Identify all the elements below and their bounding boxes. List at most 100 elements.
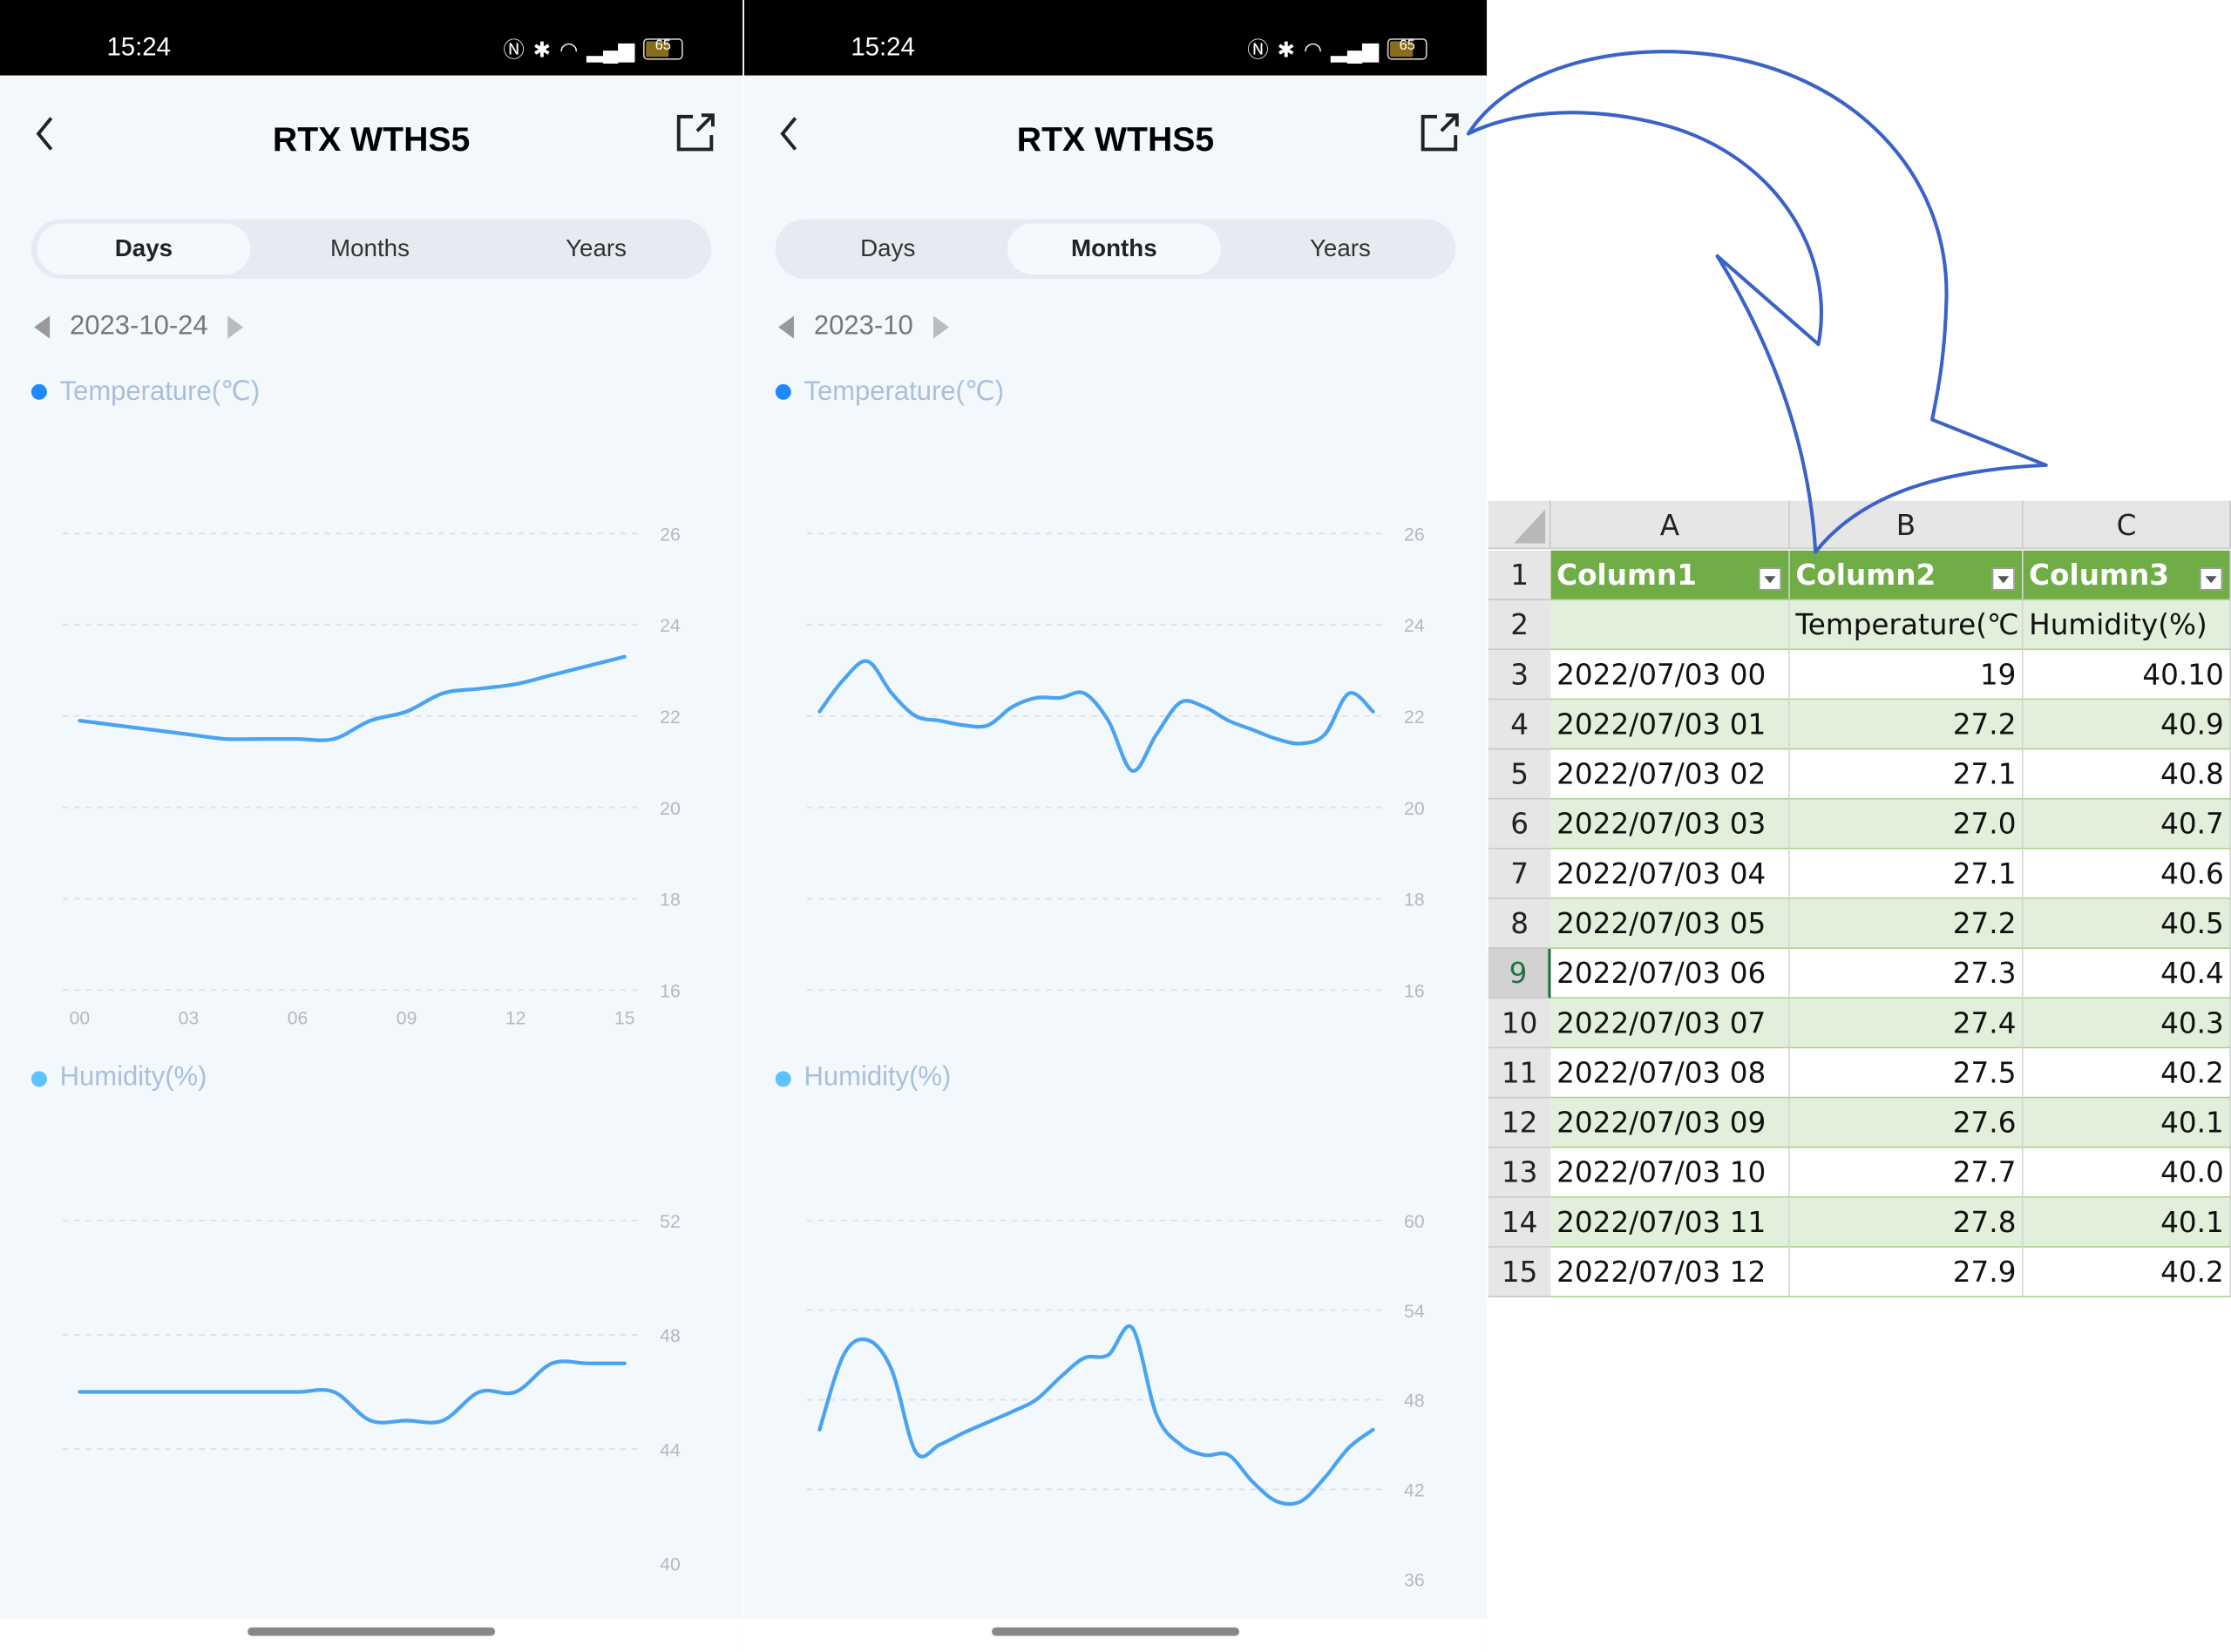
table-cell[interactable]: 40.1 bbox=[2023, 1098, 2231, 1148]
legend-humidity: Humidity(%) bbox=[31, 1063, 207, 1094]
export-share-icon[interactable] bbox=[1419, 111, 1461, 153]
row-number[interactable]: 15 bbox=[1488, 1247, 1551, 1297]
table-cell[interactable]: Temperature(℃ bbox=[1789, 599, 2024, 651]
select-all-icon[interactable] bbox=[1494, 501, 1550, 550]
tab-years[interactable]: Years bbox=[566, 234, 627, 262]
select-all-corner[interactable] bbox=[1488, 500, 1551, 550]
home-indicator[interactable] bbox=[248, 1627, 496, 1636]
table-cell[interactable]: 27.1 bbox=[1789, 749, 2024, 800]
filter-dropdown-icon[interactable] bbox=[1758, 567, 1782, 591]
y-tick-label: 52 bbox=[660, 1212, 681, 1232]
tab-days[interactable]: Days bbox=[860, 234, 916, 262]
wifi-icon: ◠ bbox=[1303, 37, 1323, 63]
table-cell[interactable]: 40.3 bbox=[2023, 999, 2231, 1049]
table-cell[interactable]: 2022/07/03 10 bbox=[1550, 1148, 1790, 1198]
row-number[interactable]: 2 bbox=[1488, 599, 1551, 651]
table-cell[interactable]: 2022/07/03 00 bbox=[1550, 650, 1790, 701]
table-cell[interactable]: 27.5 bbox=[1789, 1048, 2024, 1099]
x-tick-label: 03 bbox=[179, 1009, 200, 1029]
row-number[interactable]: 9 bbox=[1488, 948, 1551, 999]
table-cell[interactable]: 40.4 bbox=[2023, 948, 2231, 999]
table-cell[interactable]: 2022/07/03 05 bbox=[1550, 898, 1790, 949]
table-cell[interactable]: 40.2 bbox=[2023, 1048, 2231, 1099]
back-arrow-icon[interactable] bbox=[776, 114, 804, 154]
table-cell[interactable]: 40.8 bbox=[2023, 749, 2231, 800]
table-cell[interactable]: 40.9 bbox=[2023, 700, 2231, 750]
y-tick-label: 48 bbox=[660, 1326, 681, 1346]
row-number[interactable]: 10 bbox=[1488, 999, 1551, 1049]
phone-screen-1: 15:24 Ⓝ ✱ ◠ ▂▄▆ 65 RTX WTHS5 Days Months Y… bbox=[0, 0, 743, 1652]
tab-months[interactable]: Months bbox=[329, 234, 410, 262]
row-number[interactable]: 1 bbox=[1488, 550, 1551, 600]
table-cell[interactable]: 2022/07/03 04 bbox=[1550, 849, 1790, 899]
column-header-a[interactable]: A bbox=[1550, 500, 1790, 550]
table-cell[interactable]: 27.6 bbox=[1789, 1098, 2024, 1148]
table-cell[interactable]: 2022/07/03 06 bbox=[1550, 948, 1790, 999]
row-number[interactable]: 14 bbox=[1488, 1197, 1551, 1248]
table-cell[interactable]: 40.1 bbox=[2023, 1197, 2231, 1248]
row-number[interactable]: 7 bbox=[1488, 849, 1551, 899]
table-cell[interactable]: 27.4 bbox=[1789, 999, 2024, 1049]
table-cell[interactable] bbox=[1550, 599, 1790, 651]
previous-period-icon[interactable] bbox=[778, 315, 795, 339]
table-cell[interactable]: 27.8 bbox=[1789, 1197, 2024, 1248]
table-cell[interactable]: 40.5 bbox=[2023, 898, 2231, 949]
home-indicator[interactable] bbox=[991, 1627, 1240, 1636]
table-cell[interactable]: 19 bbox=[1789, 650, 2024, 701]
table-header-cell[interactable]: Column2 bbox=[1789, 550, 2024, 600]
row-number[interactable]: 6 bbox=[1488, 799, 1551, 850]
table-cell[interactable]: 2022/07/03 03 bbox=[1550, 799, 1790, 850]
months-humidity-chart: 60 54 48 42 36 bbox=[806, 1212, 1425, 1590]
table-cell[interactable]: 40.10 bbox=[2023, 650, 2231, 701]
table-cell[interactable]: 27.0 bbox=[1789, 799, 2024, 850]
row-number[interactable]: 5 bbox=[1488, 749, 1551, 800]
table-cell[interactable]: Humidity(%) bbox=[2023, 599, 2231, 651]
table-cell[interactable]: 27.2 bbox=[1789, 700, 2024, 750]
table-cell[interactable]: 2022/07/03 07 bbox=[1550, 999, 1790, 1049]
y-tick-label: 18 bbox=[1404, 890, 1425, 911]
table-cell[interactable]: 2022/07/03 01 bbox=[1550, 700, 1790, 750]
row-number[interactable]: 12 bbox=[1488, 1098, 1551, 1148]
table-cell[interactable]: 40.2 bbox=[2023, 1247, 2231, 1297]
filter-dropdown-icon[interactable] bbox=[1991, 567, 2015, 591]
column-header-c[interactable]: C bbox=[2023, 500, 2231, 550]
table-header-cell[interactable]: Column3 bbox=[2023, 550, 2231, 600]
table-cell[interactable]: 2022/07/03 11 bbox=[1550, 1197, 1790, 1248]
table-cell[interactable]: 40.6 bbox=[2023, 849, 2231, 899]
tab-years[interactable]: Years bbox=[1309, 234, 1371, 262]
next-period-icon[interactable] bbox=[932, 315, 949, 339]
row-number[interactable]: 11 bbox=[1488, 1048, 1551, 1099]
x-tick-label: 00 bbox=[70, 1009, 91, 1029]
next-period-icon[interactable] bbox=[227, 315, 244, 339]
signal-icon: ▂▄▆ bbox=[587, 37, 635, 63]
column-header-b[interactable]: B bbox=[1789, 500, 2024, 550]
tab-months[interactable]: Months bbox=[1007, 223, 1221, 275]
export-share-icon[interactable] bbox=[675, 111, 717, 153]
row-number[interactable]: 4 bbox=[1488, 700, 1551, 750]
table-header-cell[interactable]: Column1 bbox=[1550, 550, 1790, 600]
previous-period-icon[interactable] bbox=[34, 315, 51, 339]
tab-days[interactable]: Days bbox=[37, 223, 251, 275]
table-cell[interactable]: 40.7 bbox=[2023, 799, 2231, 850]
table-cell[interactable]: 27.3 bbox=[1789, 948, 2024, 999]
months-temperature-chart: 26242220181610/0110/0510/1110/1510/1910/… bbox=[806, 525, 1425, 1001]
filter-dropdown-icon[interactable] bbox=[2200, 567, 2223, 591]
y-tick-label: 20 bbox=[1404, 799, 1425, 819]
table-cell[interactable]: 27.7 bbox=[1789, 1148, 2024, 1198]
table-cell[interactable]: 40.0 bbox=[2023, 1148, 2231, 1198]
table-cell[interactable]: 27.9 bbox=[1789, 1247, 2024, 1297]
back-arrow-icon[interactable] bbox=[31, 114, 60, 154]
table-cell[interactable]: 27.2 bbox=[1789, 898, 2024, 949]
y-tick-label: 42 bbox=[1404, 1481, 1425, 1501]
table-cell[interactable]: 2022/07/03 09 bbox=[1550, 1098, 1790, 1148]
table-cell[interactable]: 2022/07/03 08 bbox=[1550, 1048, 1790, 1099]
table-cell[interactable]: 2022/07/03 12 bbox=[1550, 1247, 1790, 1297]
row-number[interactable]: 3 bbox=[1488, 650, 1551, 701]
table-cell[interactable]: 2022/07/03 02 bbox=[1550, 749, 1790, 800]
row-number[interactable]: 13 bbox=[1488, 1148, 1551, 1198]
series-line bbox=[78, 1359, 627, 1425]
row-number[interactable]: 8 bbox=[1488, 898, 1551, 949]
table-cell[interactable]: 27.1 bbox=[1789, 849, 2024, 899]
legend-temperature: Temperature(℃) bbox=[775, 376, 1004, 409]
